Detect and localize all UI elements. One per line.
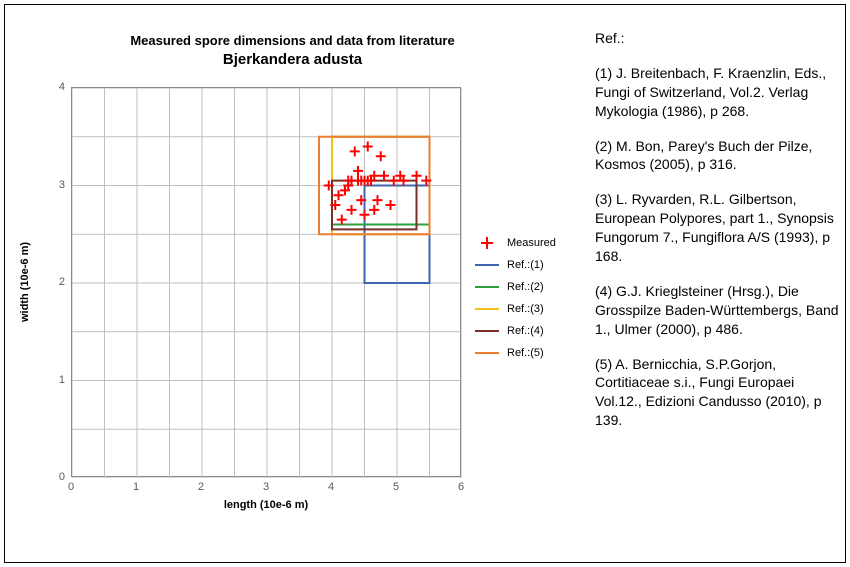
- reference-item-1: (1) J. Breitenbach, F. Kraenzlin, Eds., …: [595, 64, 841, 121]
- measured-point: [373, 195, 383, 205]
- x-tick: 1: [133, 481, 139, 493]
- measured-point: [337, 215, 347, 225]
- y-tick: 0: [45, 471, 65, 483]
- y-tick: 3: [45, 179, 65, 191]
- measured-point: [334, 190, 344, 200]
- reference-item-3: (3) L. Ryvarden, R.L. Gilbertson, Europe…: [595, 190, 841, 266]
- legend-measured-symbol: [473, 235, 501, 251]
- legend-ref-3-label: Ref.:(3): [507, 303, 544, 315]
- plot-svg: [72, 88, 462, 478]
- measured-point: [412, 171, 422, 181]
- measured-point: [369, 205, 379, 215]
- y-tick: 4: [45, 81, 65, 93]
- y-tick: 2: [45, 276, 65, 288]
- legend-ref-2-symbol: [473, 279, 501, 295]
- legend: Measured Ref.:(1) Ref.:(2) Ref.:(3) Ref.:(4)…: [473, 233, 573, 365]
- reference-item-5: (5) A. Bernicchia, S.P.Gorjon, Cortitiac…: [595, 355, 841, 431]
- y-tick: 1: [45, 374, 65, 386]
- measured-point: [360, 210, 370, 220]
- legend-ref-5-symbol: [473, 345, 501, 361]
- outer-frame: Measured spore dimensions and data from …: [4, 4, 846, 563]
- legend-ref-2-label: Ref.:(2): [507, 281, 544, 293]
- chart-region: Measured spore dimensions and data from …: [5, 5, 580, 560]
- legend-ref-1-label: Ref.:(1): [507, 259, 544, 271]
- legend-ref-3: Ref.:(3): [473, 299, 573, 319]
- references-panel: Ref.: (1) J. Breitenbach, F. Kraenzlin, E…: [595, 29, 841, 446]
- references-heading: Ref.:: [595, 29, 841, 48]
- legend-ref-5: Ref.:(5): [473, 343, 573, 363]
- x-tick: 0: [68, 481, 74, 493]
- legend-measured: Measured: [473, 233, 573, 253]
- measured-point: [386, 200, 396, 210]
- reference-item-4: (4) G.J. Krieglsteiner (Hrsg.), Die Gros…: [595, 282, 841, 339]
- reference-item-2: (2) M. Bon, Parey's Buch der Pilze, Kosm…: [595, 137, 841, 175]
- measured-point: [376, 151, 386, 161]
- legend-ref-5-label: Ref.:(5): [507, 347, 544, 359]
- legend-ref-1-symbol: [473, 257, 501, 273]
- legend-ref-4-label: Ref.:(4): [507, 325, 544, 337]
- x-tick: 4: [328, 481, 334, 493]
- plot-area: [71, 87, 461, 477]
- x-tick: 3: [263, 481, 269, 493]
- legend-ref-1: Ref.:(1): [473, 255, 573, 275]
- x-tick: 5: [393, 481, 399, 493]
- measured-point: [379, 171, 389, 181]
- x-axis-label: length (10e-6 m): [71, 499, 461, 511]
- legend-ref-4: Ref.:(4): [473, 321, 573, 341]
- chart-title-line1: Measured spore dimensions and data from …: [5, 33, 580, 48]
- legend-ref-3-symbol: [473, 301, 501, 317]
- x-tick: 6: [458, 481, 464, 493]
- legend-ref-4-symbol: [473, 323, 501, 339]
- legend-ref-2: Ref.:(2): [473, 277, 573, 297]
- y-axis-label: width (10e-6 m): [19, 87, 35, 477]
- chart-title-line2: Bjerkandera adusta: [5, 51, 580, 68]
- legend-measured-label: Measured: [507, 237, 556, 249]
- measured-point: [347, 205, 357, 215]
- measured-point: [350, 146, 360, 156]
- x-tick: 2: [198, 481, 204, 493]
- measured-point: [353, 166, 363, 176]
